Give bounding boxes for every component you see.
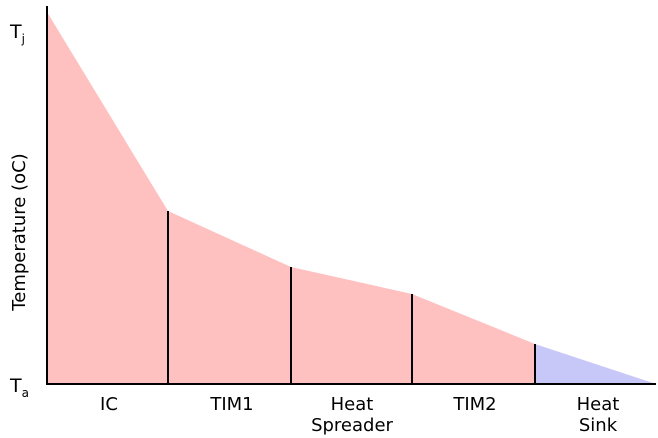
layer-label-ic: IC	[100, 394, 118, 415]
region-ic	[47, 12, 168, 384]
ta-label-main: T	[9, 375, 22, 397]
region-heat-sink	[535, 344, 656, 384]
layer-label-tim2: TIM2	[452, 394, 496, 415]
layer-dividers	[167, 211, 536, 384]
tj-label-sub: j	[21, 32, 25, 46]
tj-label: Tj	[9, 21, 25, 46]
temperature-profile	[47, 12, 656, 384]
y-axis-label: Temperature (oC)	[9, 153, 30, 311]
layer-label-heat-spreader-line1: Heat	[331, 394, 374, 415]
region-tim2	[412, 294, 535, 384]
layer-label-heat-sink-line2: Sink	[579, 415, 618, 436]
region-tim1	[168, 211, 291, 384]
region-heat-spreader	[291, 267, 412, 384]
ta-label: Ta	[9, 375, 29, 400]
layer-label-heat-sink-line1: Heat	[577, 394, 620, 415]
layer-label-heat-spreader-line2: Spreader	[311, 415, 393, 436]
tj-label-main: T	[9, 21, 22, 43]
ta-label-sub: a	[22, 386, 29, 400]
layer-label-tim1: TIM1	[209, 394, 253, 415]
